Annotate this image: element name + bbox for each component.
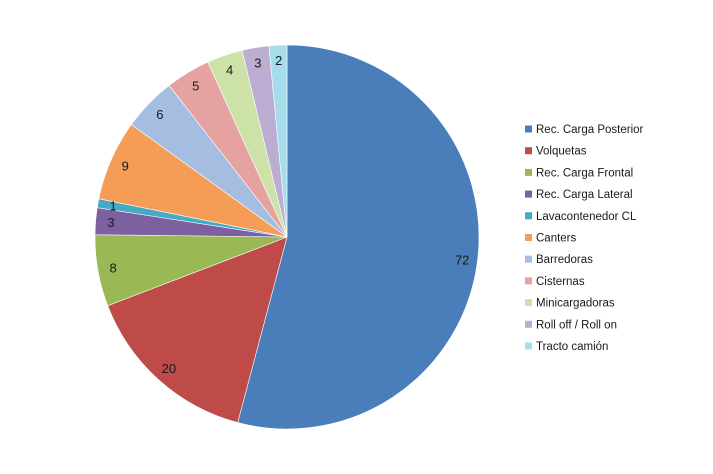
- legend-label: Rec. Carga Lateral: [536, 189, 633, 201]
- data-label-volquetas: 20: [162, 361, 176, 376]
- legend-item-lavacontenedor-cl: Lavacontenedor CL: [525, 211, 637, 223]
- legend-swatch: [525, 212, 532, 220]
- legend-label: Cisternas: [536, 276, 585, 288]
- legend-swatch: [525, 299, 532, 307]
- legend-item-minicargadoras: Minicargadoras: [525, 298, 615, 310]
- legend-item-rec-carga-frontal: Rec. Carga Frontal: [525, 167, 633, 179]
- legend-item-roll-off-roll-on: Roll off / Roll on: [525, 319, 617, 331]
- data-label-cisternas: 5: [192, 78, 199, 93]
- legend-label: Rec. Carga Posterior: [536, 124, 644, 136]
- legend-item-rec-carga-posterior: Rec. Carga Posterior: [525, 124, 644, 136]
- legend-swatch: [525, 147, 532, 155]
- legend-label: Volquetas: [536, 146, 587, 158]
- legend-swatch: [525, 277, 532, 285]
- pie-slice-tracto-camion: [268, 44, 288, 238]
- legend-item-cisternas: Cisternas: [525, 276, 585, 288]
- legend: Rec. Carga Posterior Volquetas Rec. Carga …: [525, 124, 644, 353]
- legend-item-canters: Canters: [525, 233, 577, 245]
- legend-swatch: [525, 342, 532, 350]
- pie-slice-volquetas: [107, 236, 288, 423]
- data-label-canters: 9: [122, 159, 129, 174]
- pie-slice-rec-carga-posterior: [237, 44, 480, 430]
- data-label-rec-carga-frontal: 8: [109, 261, 116, 276]
- legend-label: Canters: [536, 233, 577, 245]
- data-label-minicargadoras: 4: [226, 62, 233, 77]
- legend-label: Rec. Carga Frontal: [536, 167, 633, 179]
- legend-swatch: [525, 190, 532, 198]
- legend-label: Tracto camión: [536, 341, 608, 353]
- legend-swatch: [525, 320, 532, 328]
- data-label-roll-off-roll-on: 3: [254, 55, 261, 70]
- data-label-lavacontenedor-cl: 1: [109, 198, 116, 213]
- legend-swatch: [525, 125, 532, 133]
- legend-label: Roll off / Roll on: [536, 319, 617, 331]
- legend-label: Lavacontenedor CL: [536, 211, 637, 223]
- legend-item-rec-carga-lateral: Rec. Carga Lateral: [525, 189, 633, 201]
- data-label-tracto-camion: 2: [275, 53, 282, 68]
- legend-swatch: [525, 168, 532, 176]
- legend-item-barredoras: Barredoras: [525, 254, 593, 266]
- data-label-barredoras: 6: [156, 107, 163, 122]
- legend-item-tracto-camion: Tracto camión: [525, 341, 608, 353]
- legend-label: Minicargadoras: [536, 298, 615, 310]
- data-label-rec-carga-posterior: 72: [455, 252, 469, 267]
- pie-slices: [94, 44, 480, 430]
- legend-item-volquetas: Volquetas: [525, 146, 587, 158]
- legend-swatch: [525, 255, 532, 263]
- legend-swatch: [525, 234, 532, 241]
- legend-label: Barredoras: [536, 254, 593, 266]
- data-label-rec-carga-lateral: 3: [107, 215, 114, 230]
